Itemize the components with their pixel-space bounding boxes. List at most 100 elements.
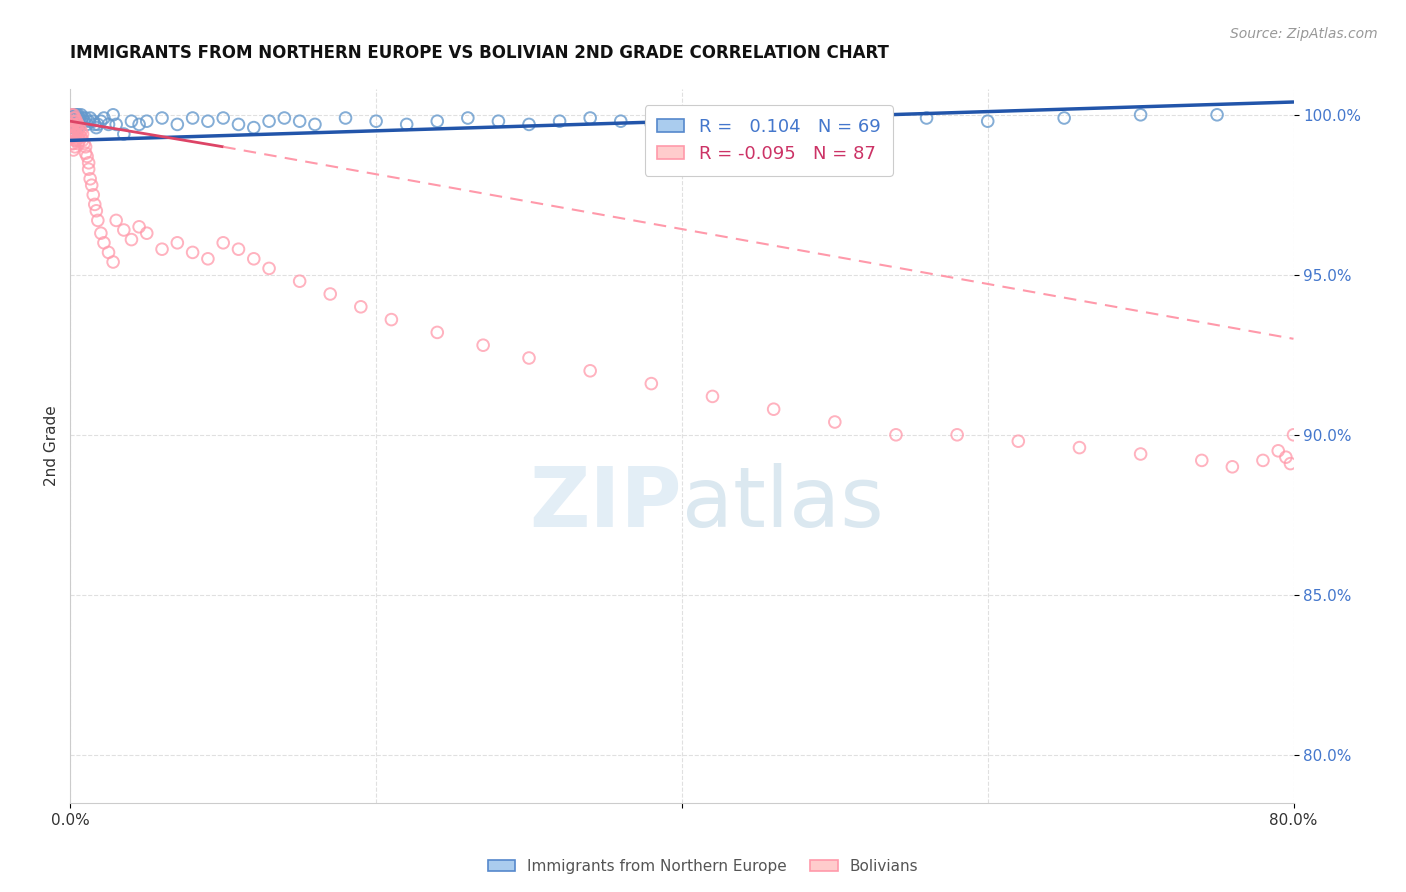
Point (77, 156, 100, 170)
Point (70, 108, 93, 122)
Point (181, 245, 204, 260)
Point (87, 213, 110, 227)
Point (93, 111, 115, 125)
Legend: R =   0.104   N = 69, R = -0.095   N = 87: R = 0.104 N = 69, R = -0.095 N = 87 (644, 105, 893, 176)
Point (1206, 108, 1229, 122)
Text: ZIP: ZIP (530, 463, 682, 543)
Point (426, 326, 449, 340)
Point (66, 117, 89, 131)
Point (62, 124, 84, 138)
Point (121, 114, 143, 128)
Point (75, 146, 97, 161)
Point (70, 114, 93, 128)
Point (77, 162, 100, 177)
Point (62, 108, 84, 122)
Point (1069, 441, 1091, 455)
Point (101, 108, 124, 122)
Point (69, 133, 91, 147)
Y-axis label: 2nd Grade: 2nd Grade (44, 406, 59, 486)
Point (228, 242, 250, 256)
Point (62, 130, 84, 145)
Point (1251, 453, 1274, 467)
Point (87, 117, 110, 131)
Point (112, 127, 135, 141)
Point (83, 197, 105, 211)
Point (75, 111, 97, 125)
Point (62, 117, 84, 131)
Point (548, 114, 571, 128)
Point (212, 111, 235, 125)
Point (63, 111, 86, 125)
Point (135, 226, 157, 240)
Point (65, 127, 87, 141)
Point (69, 127, 91, 141)
Point (65, 120, 87, 135)
Point (128, 117, 150, 131)
Point (62, 114, 84, 128)
Point (72, 111, 94, 125)
Point (135, 114, 157, 128)
Point (426, 114, 449, 128)
Point (640, 117, 662, 131)
Point (1222, 459, 1244, 474)
Point (977, 114, 1000, 128)
Point (79, 111, 101, 125)
Point (83, 117, 105, 131)
Point (166, 235, 188, 250)
Point (72, 133, 94, 147)
Point (84, 120, 107, 135)
Point (579, 111, 602, 125)
Point (380, 312, 402, 326)
Point (1267, 443, 1289, 458)
Point (60, 136, 83, 151)
Point (90, 226, 112, 240)
Point (97, 117, 120, 131)
Point (65, 108, 87, 122)
Point (181, 111, 204, 125)
Point (82, 187, 104, 202)
Point (60, 114, 83, 128)
Point (60, 108, 83, 122)
Point (79, 171, 101, 186)
Point (288, 274, 311, 288)
Point (60, 130, 83, 145)
Text: IMMIGRANTS FROM NORTHERN EUROPE VS BOLIVIAN 2ND GRADE CORRELATION CHART: IMMIGRANTS FROM NORTHERN EUROPE VS BOLIV… (70, 45, 889, 62)
Point (1191, 453, 1213, 467)
Point (60, 124, 83, 138)
Point (243, 120, 266, 135)
Point (1007, 434, 1029, 449)
Point (1279, 457, 1302, 471)
Point (824, 415, 846, 429)
Point (488, 114, 510, 128)
Point (63, 140, 86, 154)
Point (73, 136, 96, 151)
Point (63, 117, 86, 131)
Point (82, 114, 104, 128)
Point (915, 111, 938, 125)
Point (1282, 427, 1305, 442)
Point (72, 127, 94, 141)
Point (610, 114, 633, 128)
Point (63, 127, 86, 141)
Point (257, 114, 280, 128)
Text: Source: ZipAtlas.com: Source: ZipAtlas.com (1230, 27, 1378, 41)
Point (65, 111, 87, 125)
Point (762, 111, 785, 125)
Point (97, 245, 120, 260)
Point (304, 117, 326, 131)
Point (517, 351, 540, 365)
Text: atlas: atlas (682, 463, 883, 543)
Point (702, 389, 724, 403)
Point (855, 114, 877, 128)
Point (63, 114, 86, 128)
Point (128, 219, 150, 234)
Point (66, 124, 89, 138)
Point (243, 252, 266, 266)
Point (66, 120, 89, 135)
Point (70, 130, 93, 145)
Point (350, 300, 373, 314)
Point (105, 117, 128, 131)
Point (66, 114, 89, 128)
Point (77, 114, 100, 128)
Point (73, 114, 96, 128)
